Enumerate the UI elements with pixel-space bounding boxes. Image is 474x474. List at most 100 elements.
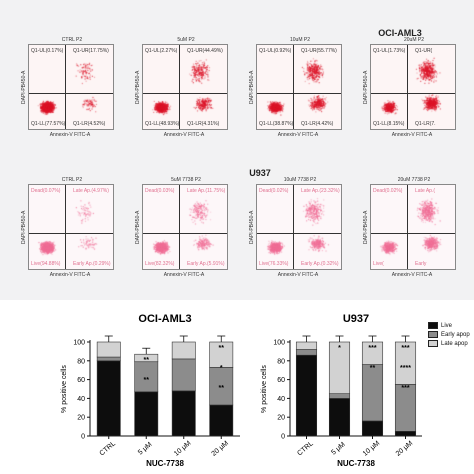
gate-line-vertical	[293, 45, 294, 129]
y-tick-label: 60	[277, 377, 285, 384]
y-tick-label: 0	[281, 434, 285, 441]
scatter-points	[371, 45, 455, 129]
quadrant-ur-label: Q1-UR(55.77%)	[301, 48, 337, 54]
y-axis-title: % positive cells	[261, 365, 268, 413]
y-axis-label: DAPI-PB450-A	[363, 70, 369, 104]
bar-segment	[209, 404, 234, 437]
quadrant-ul-label: Dead(0.02%)	[373, 188, 403, 194]
x-tick-label: 20 μM	[395, 440, 415, 458]
legend: Live Early apop Late apop	[428, 322, 470, 349]
quadrant-ur-label: Q1-UR(44.49%)	[187, 48, 223, 54]
quadrant-ul-label: Dead(0.03%)	[145, 188, 175, 194]
legend-label: Live	[441, 322, 453, 329]
quadrant-ul-label: Dead(0.07%)	[31, 188, 61, 194]
scatter-plot: Q1-UL(0.17%) Q1-UR(17.75%) Q1-LL(77.57%) Q1…	[28, 44, 114, 130]
scatter-points	[143, 185, 227, 269]
y-axis-title: % positive cells	[61, 365, 68, 413]
y-axis-label: DAPI-PB450-A	[21, 70, 27, 104]
legend-item-late: Late apop	[428, 340, 470, 347]
bar-segment	[171, 358, 196, 392]
y-axis-label: DAPI-PB450-A	[249, 210, 255, 244]
y-tick-label: 100	[273, 340, 285, 347]
bar-segment	[361, 420, 384, 437]
significance-mark: ****	[400, 365, 411, 372]
y-tick-label: 80	[77, 358, 85, 365]
gate-line-horizontal	[29, 233, 113, 234]
quadrant-ll-label: Live(76.33%)	[259, 261, 289, 267]
flow-cytometry-panel: OCI-AML3 U937 CTRL P2 Q1-UL(0.17%) Q1-UR(1…	[0, 0, 474, 300]
gate-line-horizontal	[371, 93, 455, 94]
row1-title: OCI-AML3	[378, 28, 422, 38]
plot-header: 10uM P2	[289, 37, 310, 43]
gate-line-horizontal	[143, 233, 227, 234]
quadrant-lr-label: Q1-LR(4.42%)	[301, 121, 334, 127]
legend-item-early: Early apop	[428, 331, 470, 338]
quadrant-ll-label: Q1-LL(8.15%)	[373, 121, 405, 127]
bar-segment	[171, 341, 196, 360]
quadrant-ur-label: Late Ap.(11.75%)	[187, 188, 226, 194]
quadrant-lr-label: Early Ap.(0.32%)	[301, 261, 339, 267]
x-axis-label: Annexin-V FITC-A	[49, 132, 91, 138]
quadrant-ul-label: Q1-UL(2.27%)	[145, 48, 178, 54]
significance-mark: **	[219, 345, 225, 352]
significance-mark: ***	[401, 385, 409, 392]
scatter-plot: Q1-UL(0.92%) Q1-UR(55.77%) Q1-LL(38.87%) Q1…	[256, 44, 342, 130]
y-axis-label: DAPI-PB450-A	[21, 210, 27, 244]
x-axis-label: Annexin-V FITC-A	[163, 132, 205, 138]
quadrant-ur-label: Late Ap.(23.32%)	[301, 188, 340, 194]
gate-line-vertical	[65, 185, 66, 269]
quadrant-ll-label: Q1-LL(77.57%)	[31, 121, 66, 127]
quadrant-ll-label: Q1-LL(38.87%)	[259, 121, 294, 127]
gate-line-horizontal	[257, 233, 341, 234]
gate-line-vertical	[179, 45, 180, 129]
gate-line-vertical	[293, 185, 294, 269]
chart-title: U937	[343, 313, 369, 325]
bar-segment	[361, 364, 384, 422]
scatter-plot: Dead(0.03%) Late Ap.(11.75%) Live(82.32%) E…	[142, 184, 228, 270]
x-tick-label: 10 μM	[173, 440, 193, 458]
bar-segment	[295, 354, 318, 437]
quadrant-ur-label: Q1-UR(17.75%)	[73, 48, 109, 54]
x-tick-label: CTRL	[296, 440, 315, 457]
bar-segment	[295, 341, 318, 350]
bar-segment	[394, 431, 417, 437]
bar-segment	[328, 393, 351, 399]
significance-mark: **	[219, 385, 225, 392]
plot-header: 5uM P2	[177, 37, 195, 43]
scatter-plot: Dead(0.07%) Late Ap.(4.97%) Live(94.88%) Ea…	[28, 184, 114, 270]
bar-segment	[328, 398, 351, 437]
scatter-points	[29, 45, 113, 129]
x-axis-title: NUC-7738	[337, 459, 375, 468]
stacked-bar-charts: OCI-AML3 % positive cells NUC-7738 0 20 40 60 8…	[61, 313, 422, 468]
quadrant-ul-label: Q1-UL(1.73%)	[373, 48, 406, 54]
x-axis-label: Annexin-V FITC-A	[391, 272, 433, 278]
quadrant-ul-label: Q1-UL(0.17%)	[31, 48, 64, 54]
x-tick-label: 10 μM	[362, 440, 382, 458]
scatter-points	[371, 185, 455, 269]
significance-mark: ***	[401, 345, 409, 352]
y-tick-label: 40	[77, 396, 85, 403]
scatter-plot: Dead(0.02%) Late Ap.(Live(Early	[370, 184, 456, 270]
plot-header: 10uM 7738 P2	[283, 177, 317, 183]
plot-header: CTRL P2	[61, 37, 83, 43]
significance-mark: **	[144, 377, 150, 384]
scatter-points	[257, 185, 341, 269]
gate-line-vertical	[407, 45, 408, 129]
quadrant-ll-label: Live(94.88%)	[31, 261, 61, 267]
quadrant-lr-label: Q1-LR(4.52%)	[73, 121, 106, 127]
x-tick-label: CTRL	[99, 440, 118, 457]
x-tick-label: 5 μM	[137, 441, 154, 457]
y-tick-label: 20	[77, 415, 85, 422]
quadrant-ur-label: Q1-UR(	[415, 48, 433, 54]
gate-line-vertical	[407, 185, 408, 269]
x-tick-label: 20 μM	[211, 440, 231, 458]
quadrant-ll-label: Live(82.32%)	[145, 261, 175, 267]
x-axis-title: NUC-7738	[146, 459, 184, 468]
plot-header: 20uM P2	[403, 37, 424, 43]
chart-title: OCI-AML3	[138, 313, 191, 325]
scatter-plot: Dead(0.02%) Late Ap.(23.32%) Live(76.33%) E…	[256, 184, 342, 270]
legend-label: Late apop	[441, 340, 468, 347]
x-axis-label: Annexin-V FITC-A	[49, 272, 91, 278]
x-axis-label: Annexin-V FITC-A	[163, 272, 205, 278]
y-tick-label: 80	[277, 358, 285, 365]
